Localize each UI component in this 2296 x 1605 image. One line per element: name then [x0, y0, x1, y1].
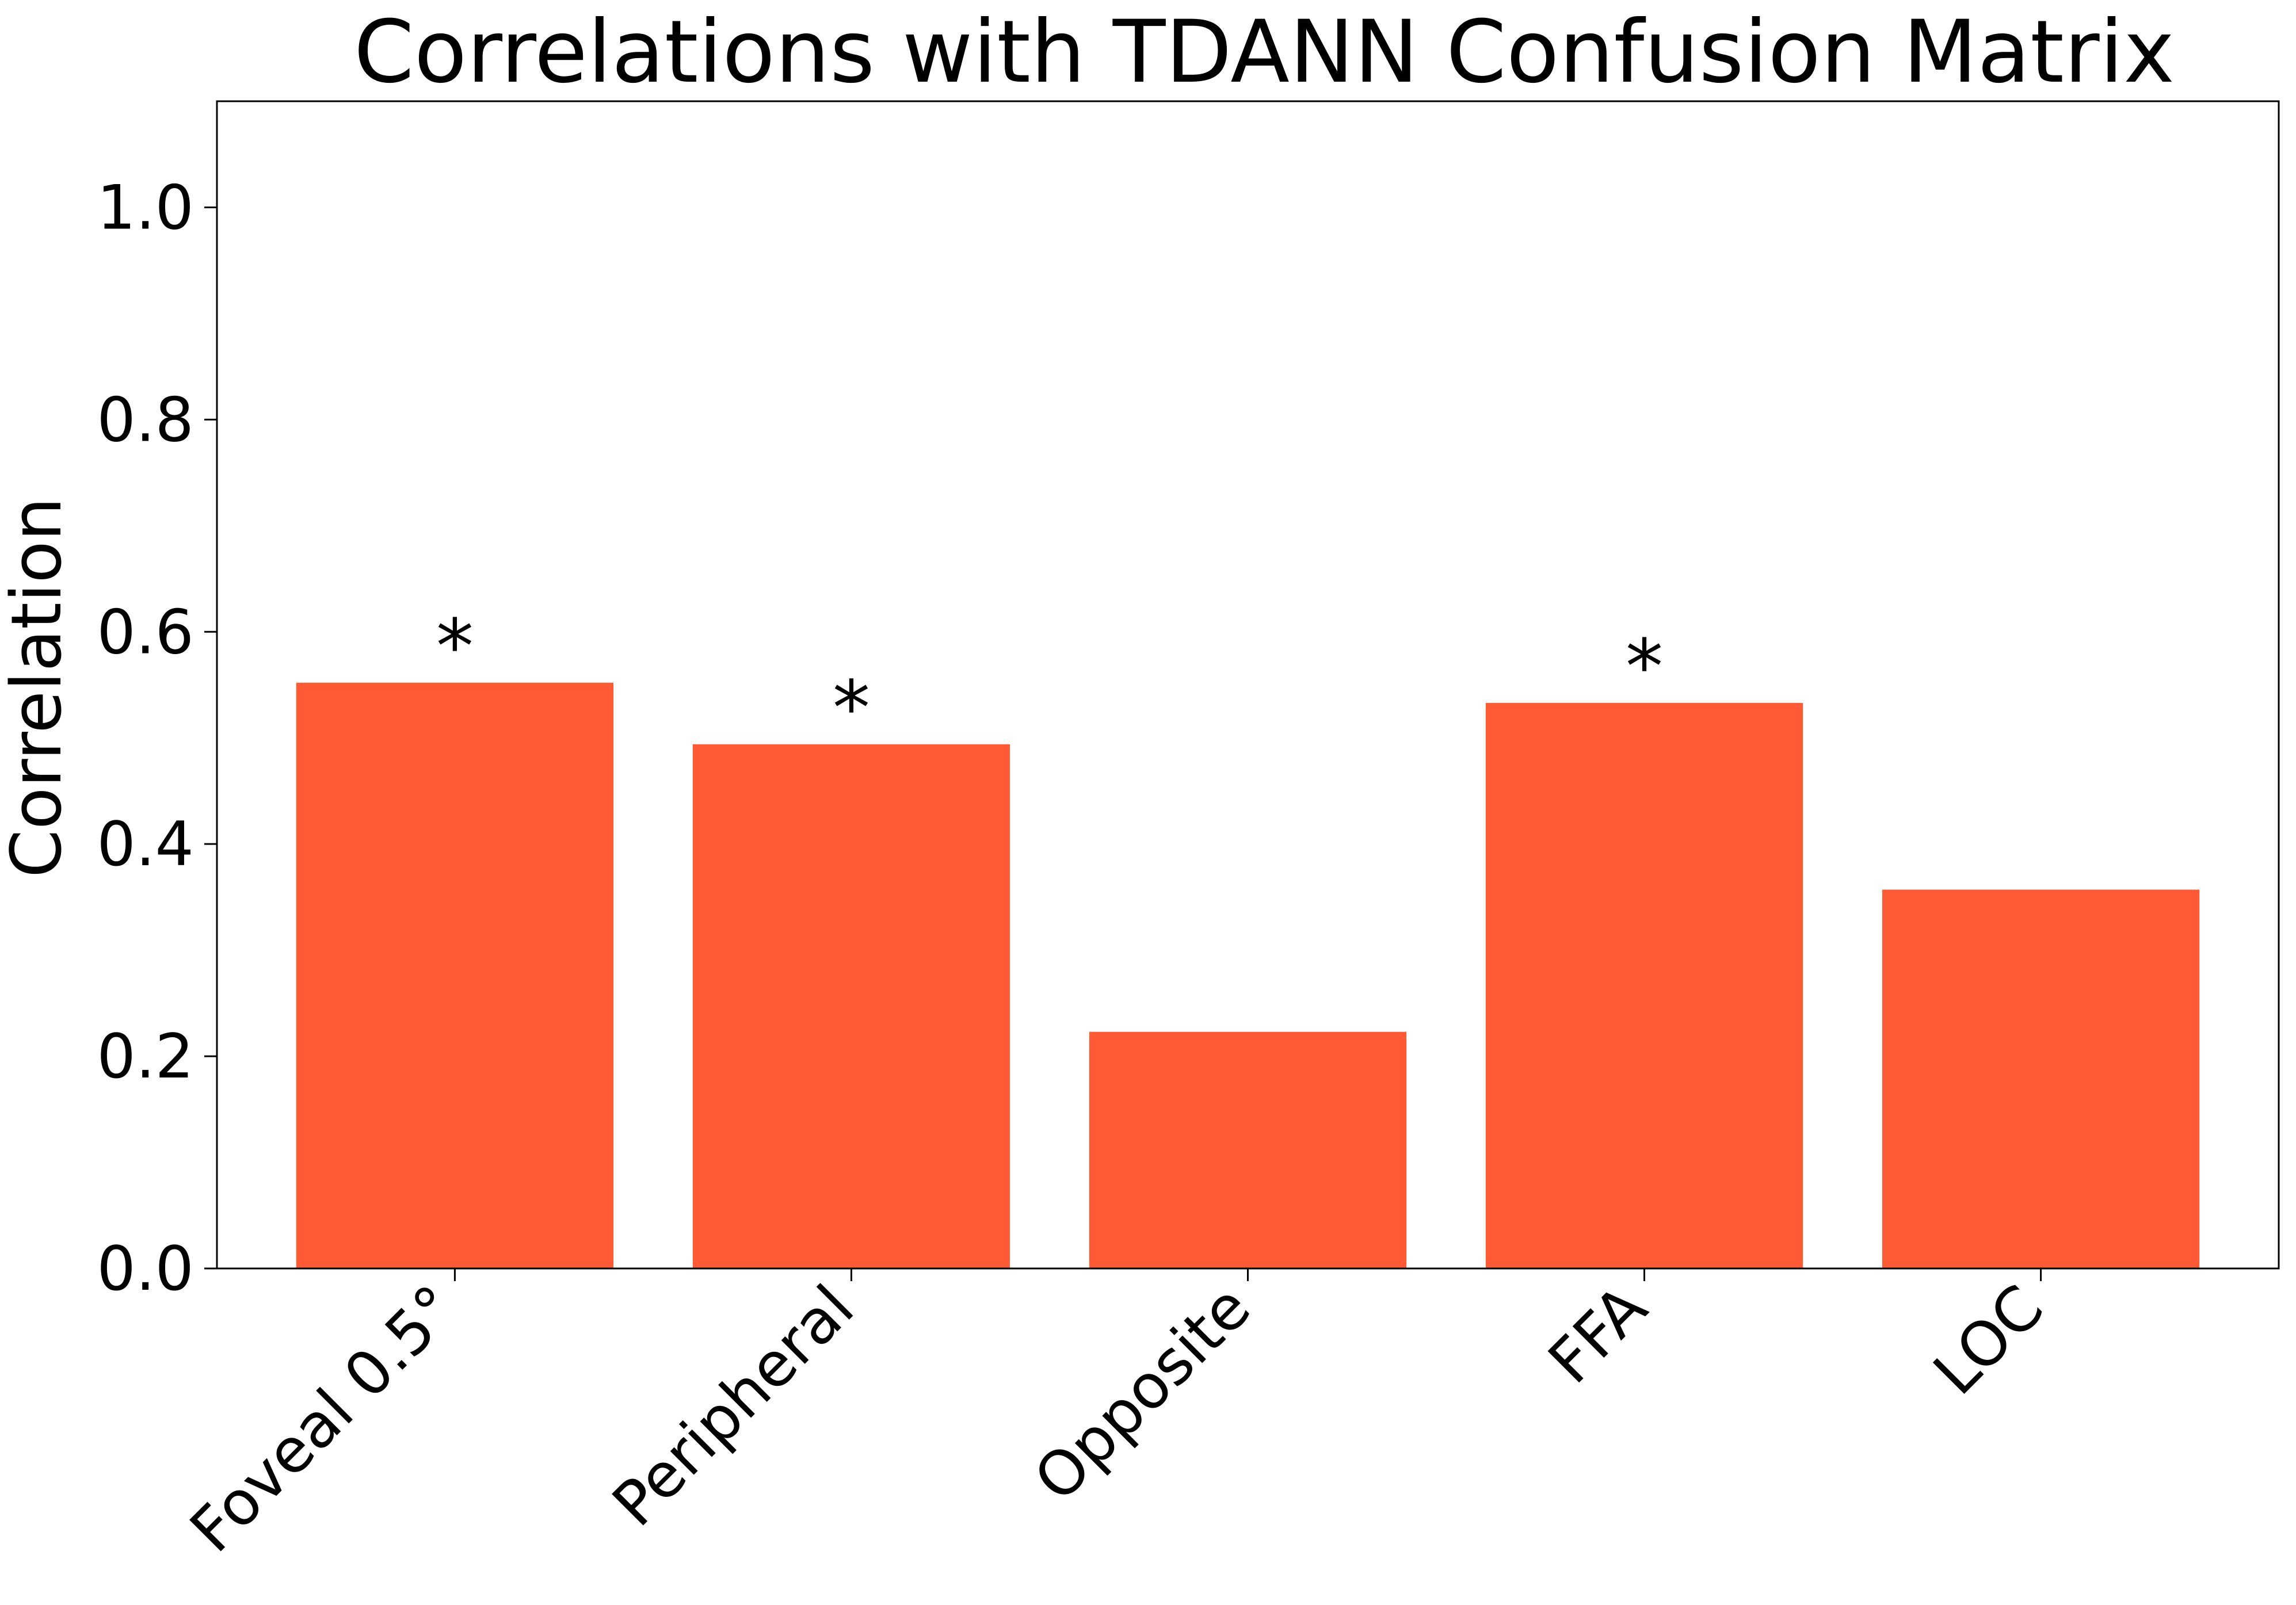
x-tick-label: Peripheral: [599, 1272, 867, 1540]
y-tick-label: 0.6: [97, 597, 194, 667]
plot-frame: [216, 100, 2280, 1270]
y-axis-label: Correlation: [0, 497, 77, 878]
significance-star: *: [1626, 623, 1663, 710]
chart-title: Correlations with TDANN Confusion Matrix: [354, 2, 2175, 102]
bar-5: [1882, 889, 2200, 1268]
bars-layer: [296, 682, 2200, 1268]
y-tick-label: 1.0: [97, 172, 194, 243]
significance-star: *: [833, 664, 870, 752]
x-tick-label: LOC: [1920, 1272, 2057, 1408]
significance-markers: * * *: [436, 603, 1663, 752]
significance-star: *: [436, 603, 474, 690]
y-tick-label: 0.8: [97, 384, 194, 455]
y-ticks: 0.0 0.2 0.4 0.6 0.8 1.0: [97, 172, 217, 1304]
bar-4: [1485, 702, 1803, 1268]
x-ticks: Foveal 0.5° Peripheral Opposite FFA LOC: [177, 1268, 2057, 1566]
x-tick-label: FFA: [1535, 1272, 1661, 1397]
x-tick-label: Foveal 0.5°: [177, 1272, 471, 1566]
y-tick-label: 0.2: [97, 1021, 194, 1092]
bar-3: [1089, 1031, 1407, 1268]
x-tick-label: Opposite: [1021, 1272, 1264, 1515]
y-tick-label: 0.4: [97, 809, 194, 880]
bar-2: [692, 744, 1010, 1268]
y-tick-label: 0.0: [97, 1233, 194, 1304]
bar-1: [296, 682, 614, 1268]
